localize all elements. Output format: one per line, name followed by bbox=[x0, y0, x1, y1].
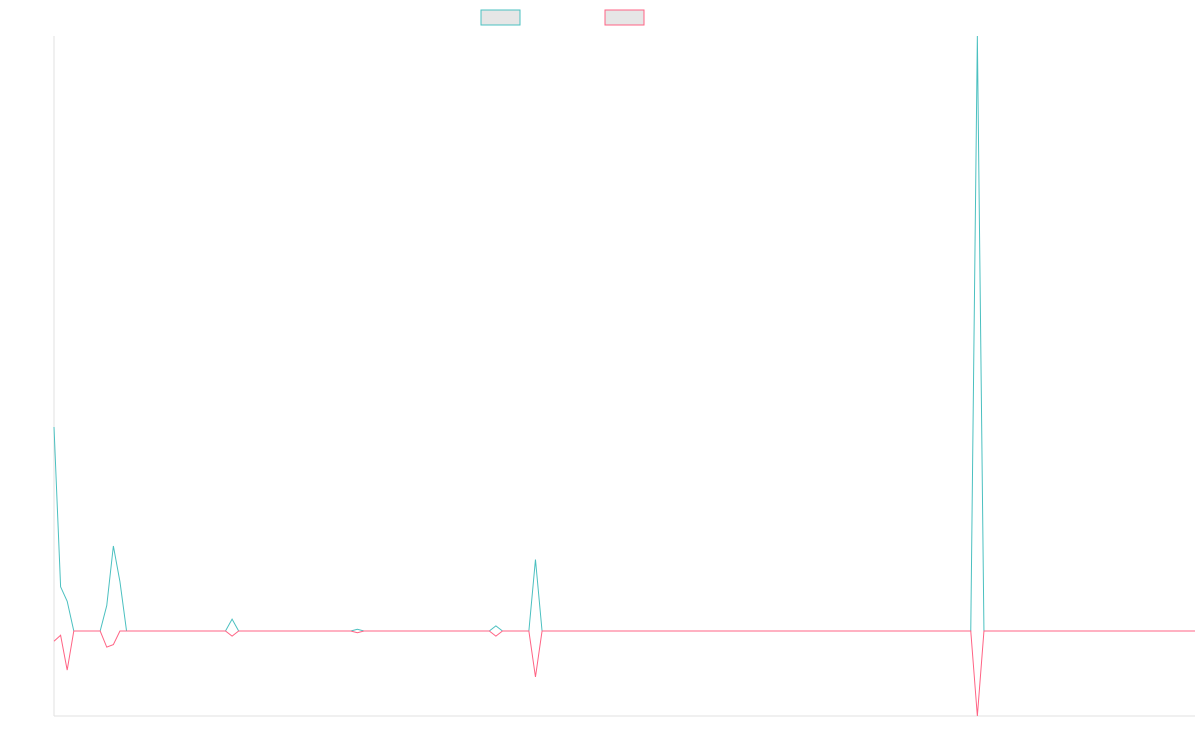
series-line bbox=[53, 630, 1195, 717]
legend-swatch bbox=[604, 9, 645, 26]
series-line bbox=[53, 35, 1195, 632]
legend-swatch bbox=[480, 9, 521, 26]
